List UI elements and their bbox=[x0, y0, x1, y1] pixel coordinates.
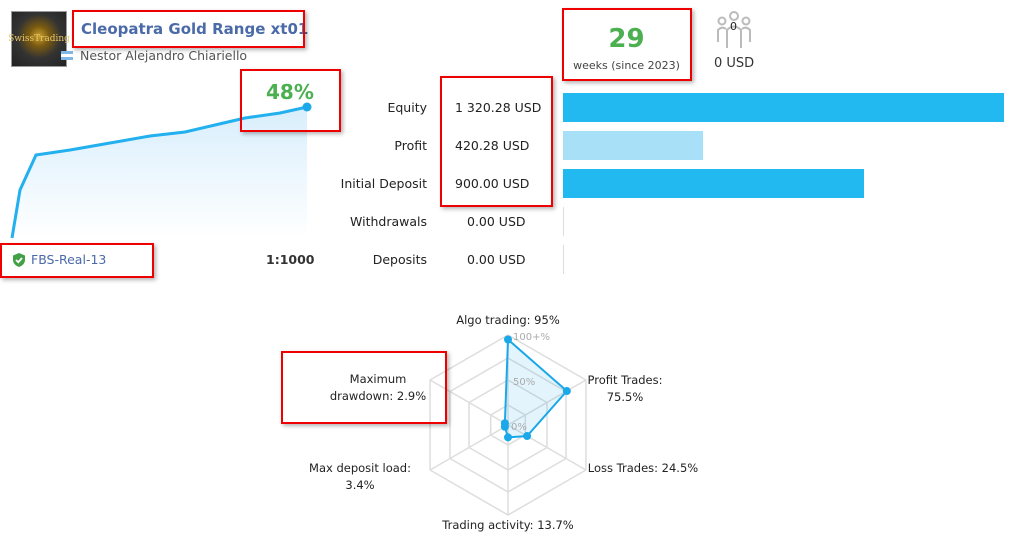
growth-percent: 48% bbox=[266, 80, 314, 104]
radar-scale-label: 100+% bbox=[513, 332, 550, 343]
signal-title[interactable]: Cleopatra Gold Range xt01 bbox=[81, 20, 309, 38]
radar-label: Trading activity: 13.7% bbox=[442, 518, 574, 532]
stat-label-initial-deposit: Initial Deposit bbox=[340, 176, 427, 191]
logo-text: SwissTrading bbox=[8, 34, 70, 44]
subscriber-count: 0 bbox=[730, 20, 737, 33]
stat-label-profit: Profit bbox=[394, 138, 427, 153]
growth-line bbox=[10, 105, 308, 239]
radar-label: Max deposit load: 3.4% bbox=[309, 461, 411, 492]
radar-scale-label: 50% bbox=[513, 377, 535, 388]
radar-axis bbox=[507, 379, 587, 426]
stat-value-initial-deposit: 900.00 USD bbox=[455, 176, 530, 191]
stat-value-deposits: 0.00 USD bbox=[467, 252, 526, 267]
radar-axis bbox=[429, 424, 509, 471]
radar-axis bbox=[507, 424, 587, 471]
stat-bar-deposits bbox=[563, 245, 564, 274]
radar-scale-label: 0% bbox=[511, 422, 527, 433]
broker-server-link[interactable]: FBS-Real-13 bbox=[31, 252, 107, 267]
stat-label-deposits: Deposits bbox=[372, 252, 427, 267]
radar-label: Profit Trades: 75.5% bbox=[587, 373, 663, 404]
stat-label-withdrawals: Withdrawals bbox=[350, 214, 427, 229]
subscription-price: 0 USD bbox=[714, 56, 755, 71]
argentina-flag-icon bbox=[61, 51, 73, 60]
stat-value-equity: 1 320.28 USD bbox=[455, 100, 542, 115]
stat-bar-equity bbox=[563, 93, 1004, 122]
radar-label: Algo trading: 95% bbox=[456, 313, 560, 327]
growth-area bbox=[12, 107, 307, 238]
people-icon: 0 bbox=[714, 10, 754, 50]
radar-label: Maximum drawdown: 2.9% bbox=[329, 372, 427, 403]
radar-label: Loss Trades: 24.5% bbox=[587, 461, 699, 475]
stat-value-withdrawals: 0.00 USD bbox=[467, 214, 526, 229]
radar-point bbox=[562, 387, 571, 396]
author-name[interactable]: Nestor Alejandro Chiariello bbox=[80, 48, 248, 63]
stat-label-equity: Equity bbox=[387, 100, 427, 115]
weeks-count: 29 bbox=[608, 24, 645, 54]
radar-point bbox=[504, 433, 512, 442]
stat-value-profit: 420.28 USD bbox=[455, 138, 530, 153]
growth-chart bbox=[10, 102, 312, 239]
radar-point bbox=[500, 419, 509, 428]
leverage: 1:1000 bbox=[266, 252, 315, 267]
stat-bar-withdrawals bbox=[563, 207, 564, 236]
stat-bar-initial-deposit bbox=[563, 169, 864, 198]
radar-point bbox=[523, 432, 532, 441]
weeks-label: weeks (since 2023) bbox=[573, 59, 680, 72]
radar-point bbox=[504, 335, 512, 344]
shield-check-icon bbox=[12, 252, 26, 267]
radar-axis bbox=[429, 379, 509, 426]
growth-endpoint bbox=[302, 102, 312, 112]
stat-bar-profit bbox=[563, 131, 704, 160]
signal-avatar[interactable]: SwissTrading bbox=[8, 11, 70, 67]
